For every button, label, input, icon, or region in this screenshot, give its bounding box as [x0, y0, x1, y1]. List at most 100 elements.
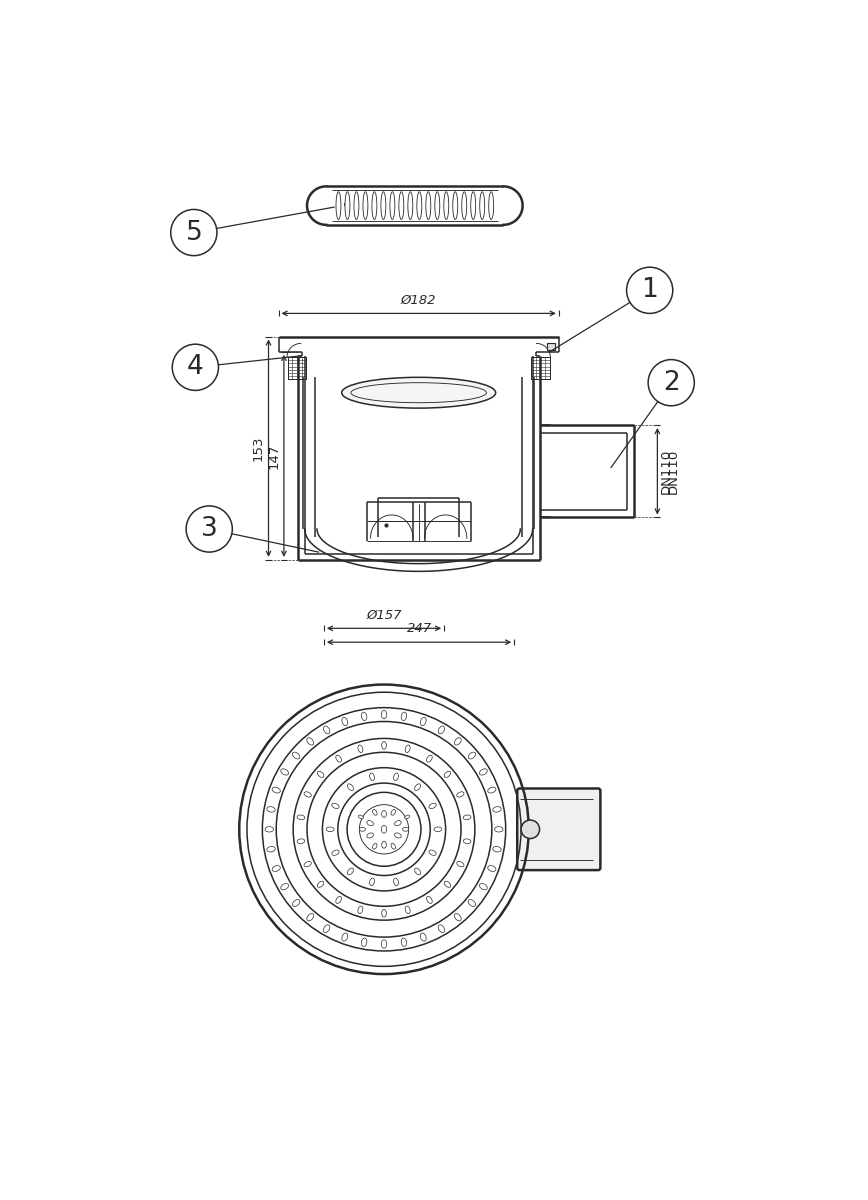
Ellipse shape [408, 192, 413, 220]
Ellipse shape [395, 821, 401, 826]
Ellipse shape [326, 827, 334, 832]
Text: 147: 147 [267, 443, 280, 468]
Ellipse shape [363, 192, 368, 220]
Text: Ø182: Ø182 [401, 294, 437, 306]
Ellipse shape [434, 827, 442, 832]
Ellipse shape [359, 827, 365, 832]
Ellipse shape [457, 862, 464, 866]
Ellipse shape [381, 710, 387, 719]
Ellipse shape [401, 938, 407, 947]
Ellipse shape [393, 878, 398, 886]
Ellipse shape [382, 810, 386, 817]
Ellipse shape [361, 712, 367, 720]
Ellipse shape [361, 938, 367, 947]
Ellipse shape [381, 192, 386, 220]
Ellipse shape [370, 878, 374, 886]
Ellipse shape [351, 383, 486, 403]
Ellipse shape [429, 850, 437, 856]
Ellipse shape [345, 192, 350, 220]
Ellipse shape [480, 192, 484, 220]
Ellipse shape [454, 913, 461, 920]
Ellipse shape [342, 377, 496, 408]
Ellipse shape [336, 755, 341, 762]
Ellipse shape [297, 839, 305, 844]
Ellipse shape [273, 865, 280, 871]
Ellipse shape [354, 192, 358, 220]
Ellipse shape [489, 192, 494, 220]
Ellipse shape [405, 745, 411, 752]
Bar [531, 358, 549, 379]
Ellipse shape [336, 192, 341, 220]
Text: 153: 153 [252, 436, 265, 461]
Ellipse shape [382, 910, 386, 917]
Ellipse shape [395, 833, 401, 838]
Circle shape [172, 344, 219, 390]
Ellipse shape [464, 839, 471, 844]
Ellipse shape [342, 934, 348, 941]
Ellipse shape [462, 192, 467, 220]
Circle shape [521, 820, 540, 839]
Circle shape [186, 506, 233, 552]
Ellipse shape [358, 745, 363, 752]
Text: 247: 247 [406, 623, 431, 635]
Ellipse shape [265, 827, 273, 832]
Circle shape [171, 210, 217, 256]
Ellipse shape [342, 718, 348, 726]
Ellipse shape [280, 883, 288, 890]
Ellipse shape [390, 192, 395, 220]
Ellipse shape [444, 881, 450, 887]
Circle shape [648, 360, 694, 406]
Ellipse shape [336, 896, 341, 904]
Ellipse shape [479, 883, 487, 890]
Text: 1: 1 [641, 277, 658, 304]
Ellipse shape [405, 906, 411, 913]
Ellipse shape [438, 726, 444, 734]
Ellipse shape [401, 712, 407, 720]
Ellipse shape [420, 934, 426, 941]
Bar [288, 358, 306, 379]
Ellipse shape [358, 815, 364, 818]
Ellipse shape [403, 827, 409, 832]
Ellipse shape [453, 192, 457, 220]
Ellipse shape [426, 192, 431, 220]
Ellipse shape [324, 925, 330, 932]
Ellipse shape [426, 896, 432, 904]
Ellipse shape [417, 192, 422, 220]
Ellipse shape [332, 850, 339, 856]
Text: 5: 5 [186, 220, 202, 246]
Ellipse shape [358, 906, 363, 913]
Ellipse shape [266, 846, 275, 852]
Ellipse shape [372, 844, 377, 850]
Ellipse shape [293, 900, 299, 906]
FancyBboxPatch shape [517, 788, 601, 870]
Text: 2: 2 [663, 370, 680, 396]
Ellipse shape [318, 881, 324, 887]
Ellipse shape [399, 192, 404, 220]
Ellipse shape [429, 803, 437, 809]
Ellipse shape [332, 803, 339, 809]
Ellipse shape [420, 718, 426, 726]
Text: Ø157: Ø157 [366, 608, 402, 622]
Ellipse shape [426, 755, 432, 762]
Ellipse shape [367, 821, 373, 826]
Ellipse shape [438, 925, 444, 932]
Ellipse shape [391, 810, 396, 815]
Ellipse shape [304, 862, 312, 866]
Ellipse shape [468, 752, 476, 758]
Ellipse shape [435, 192, 440, 220]
Ellipse shape [293, 752, 299, 758]
Ellipse shape [488, 787, 496, 793]
Ellipse shape [444, 772, 450, 778]
Ellipse shape [382, 742, 386, 749]
Ellipse shape [404, 815, 410, 818]
Ellipse shape [479, 769, 487, 775]
Ellipse shape [454, 738, 461, 745]
Ellipse shape [307, 913, 313, 920]
Ellipse shape [273, 787, 280, 793]
Ellipse shape [457, 792, 464, 797]
Ellipse shape [318, 772, 324, 778]
Ellipse shape [280, 769, 288, 775]
Ellipse shape [493, 846, 501, 852]
Ellipse shape [470, 192, 476, 220]
Ellipse shape [393, 773, 398, 780]
